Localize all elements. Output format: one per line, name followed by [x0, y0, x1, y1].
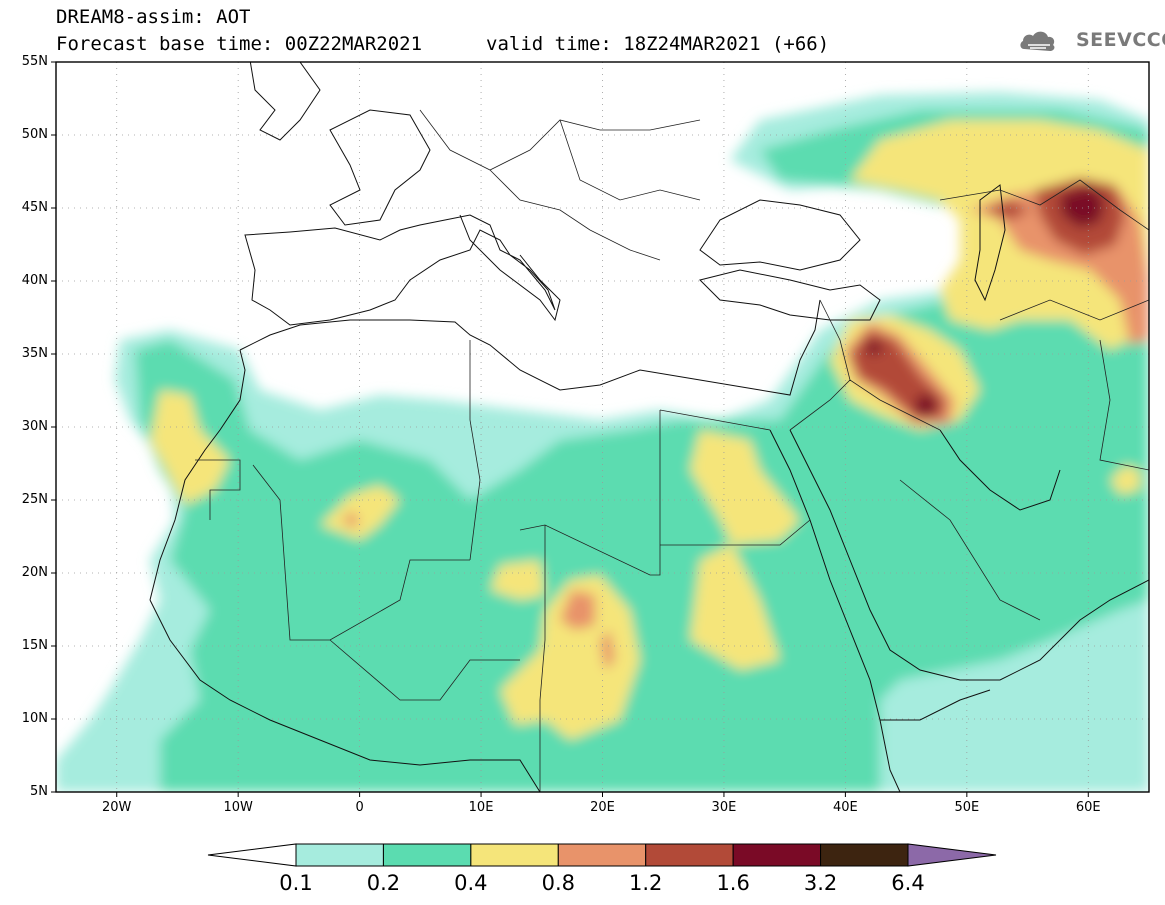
colorbar-bin [470, 843, 559, 867]
colorbar-bin [382, 843, 472, 867]
colorbar [207, 843, 997, 867]
colorbar-bin [645, 843, 734, 867]
coastlines [149, 62, 1149, 792]
lon-tick-label: 30E [711, 800, 737, 815]
colorbar-label: 0.4 [454, 871, 488, 895]
lon-tick-label: 60E [1075, 800, 1101, 815]
colorbar-below-triangle [207, 843, 297, 867]
lat-tick-label: 25N [21, 492, 48, 507]
lon-tick-label: 20E [590, 800, 615, 815]
colorbar-bin [732, 843, 822, 867]
lat-tick-label: 20N [21, 565, 48, 580]
lat-tick-label: 30N [21, 419, 48, 434]
lat-tick-label: 15N [21, 638, 48, 653]
title-valid-time: valid time: 18Z24MAR2021 (+66) [486, 33, 830, 55]
colorbar-bin [557, 843, 647, 867]
title-base-time: Forecast base time: 00Z22MAR2021 [56, 33, 423, 55]
colorbar-label: 0.2 [366, 871, 401, 895]
cloud-icon [1020, 31, 1055, 51]
lat-tick-label: 55N [21, 54, 48, 69]
aot-fields [56, 62, 1149, 792]
colorbar-label: 0.8 [541, 871, 575, 895]
colorbar-label: 6.4 [891, 871, 925, 895]
lon-tick-label: 10W [223, 800, 253, 815]
colorbar-above-triangle [907, 843, 997, 867]
aot-field-0.4 [150, 120, 1149, 740]
axis-ticks [51, 61, 1089, 797]
lon-tick-label: 20W [102, 800, 132, 815]
lon-tick-label: 40E [832, 800, 858, 815]
country-borders [195, 109, 1149, 792]
lat-tick-label: 40N [21, 273, 48, 288]
lon-tick-label: 0 [355, 800, 364, 815]
colorbar-label: 0.1 [279, 871, 313, 895]
lat-tick-label: 50N [21, 127, 48, 142]
colorbar-label: 1.2 [629, 871, 663, 895]
lat-tick-label: 5N [30, 784, 48, 799]
aot-field-1.6 [862, 186, 1105, 418]
colorbar-bin [295, 843, 384, 867]
map-grid [56, 62, 1149, 792]
colorbar-label: 3.2 [803, 871, 838, 895]
aot-field-0.2 [135, 110, 1149, 792]
lon-tick-label: 50E [954, 800, 980, 815]
colorbar-label: 1.6 [716, 871, 750, 895]
lat-tick-label: 10N [21, 711, 48, 726]
title-line1: DREAM8-assim: AOT [56, 6, 251, 28]
logo-text: SEEVCCC [1076, 29, 1165, 51]
colorbar-bin [820, 843, 909, 867]
lon-tick-label: 10E [468, 800, 494, 815]
lat-tick-label: 45N [21, 200, 48, 215]
lat-tick-label: 35N [21, 346, 48, 361]
